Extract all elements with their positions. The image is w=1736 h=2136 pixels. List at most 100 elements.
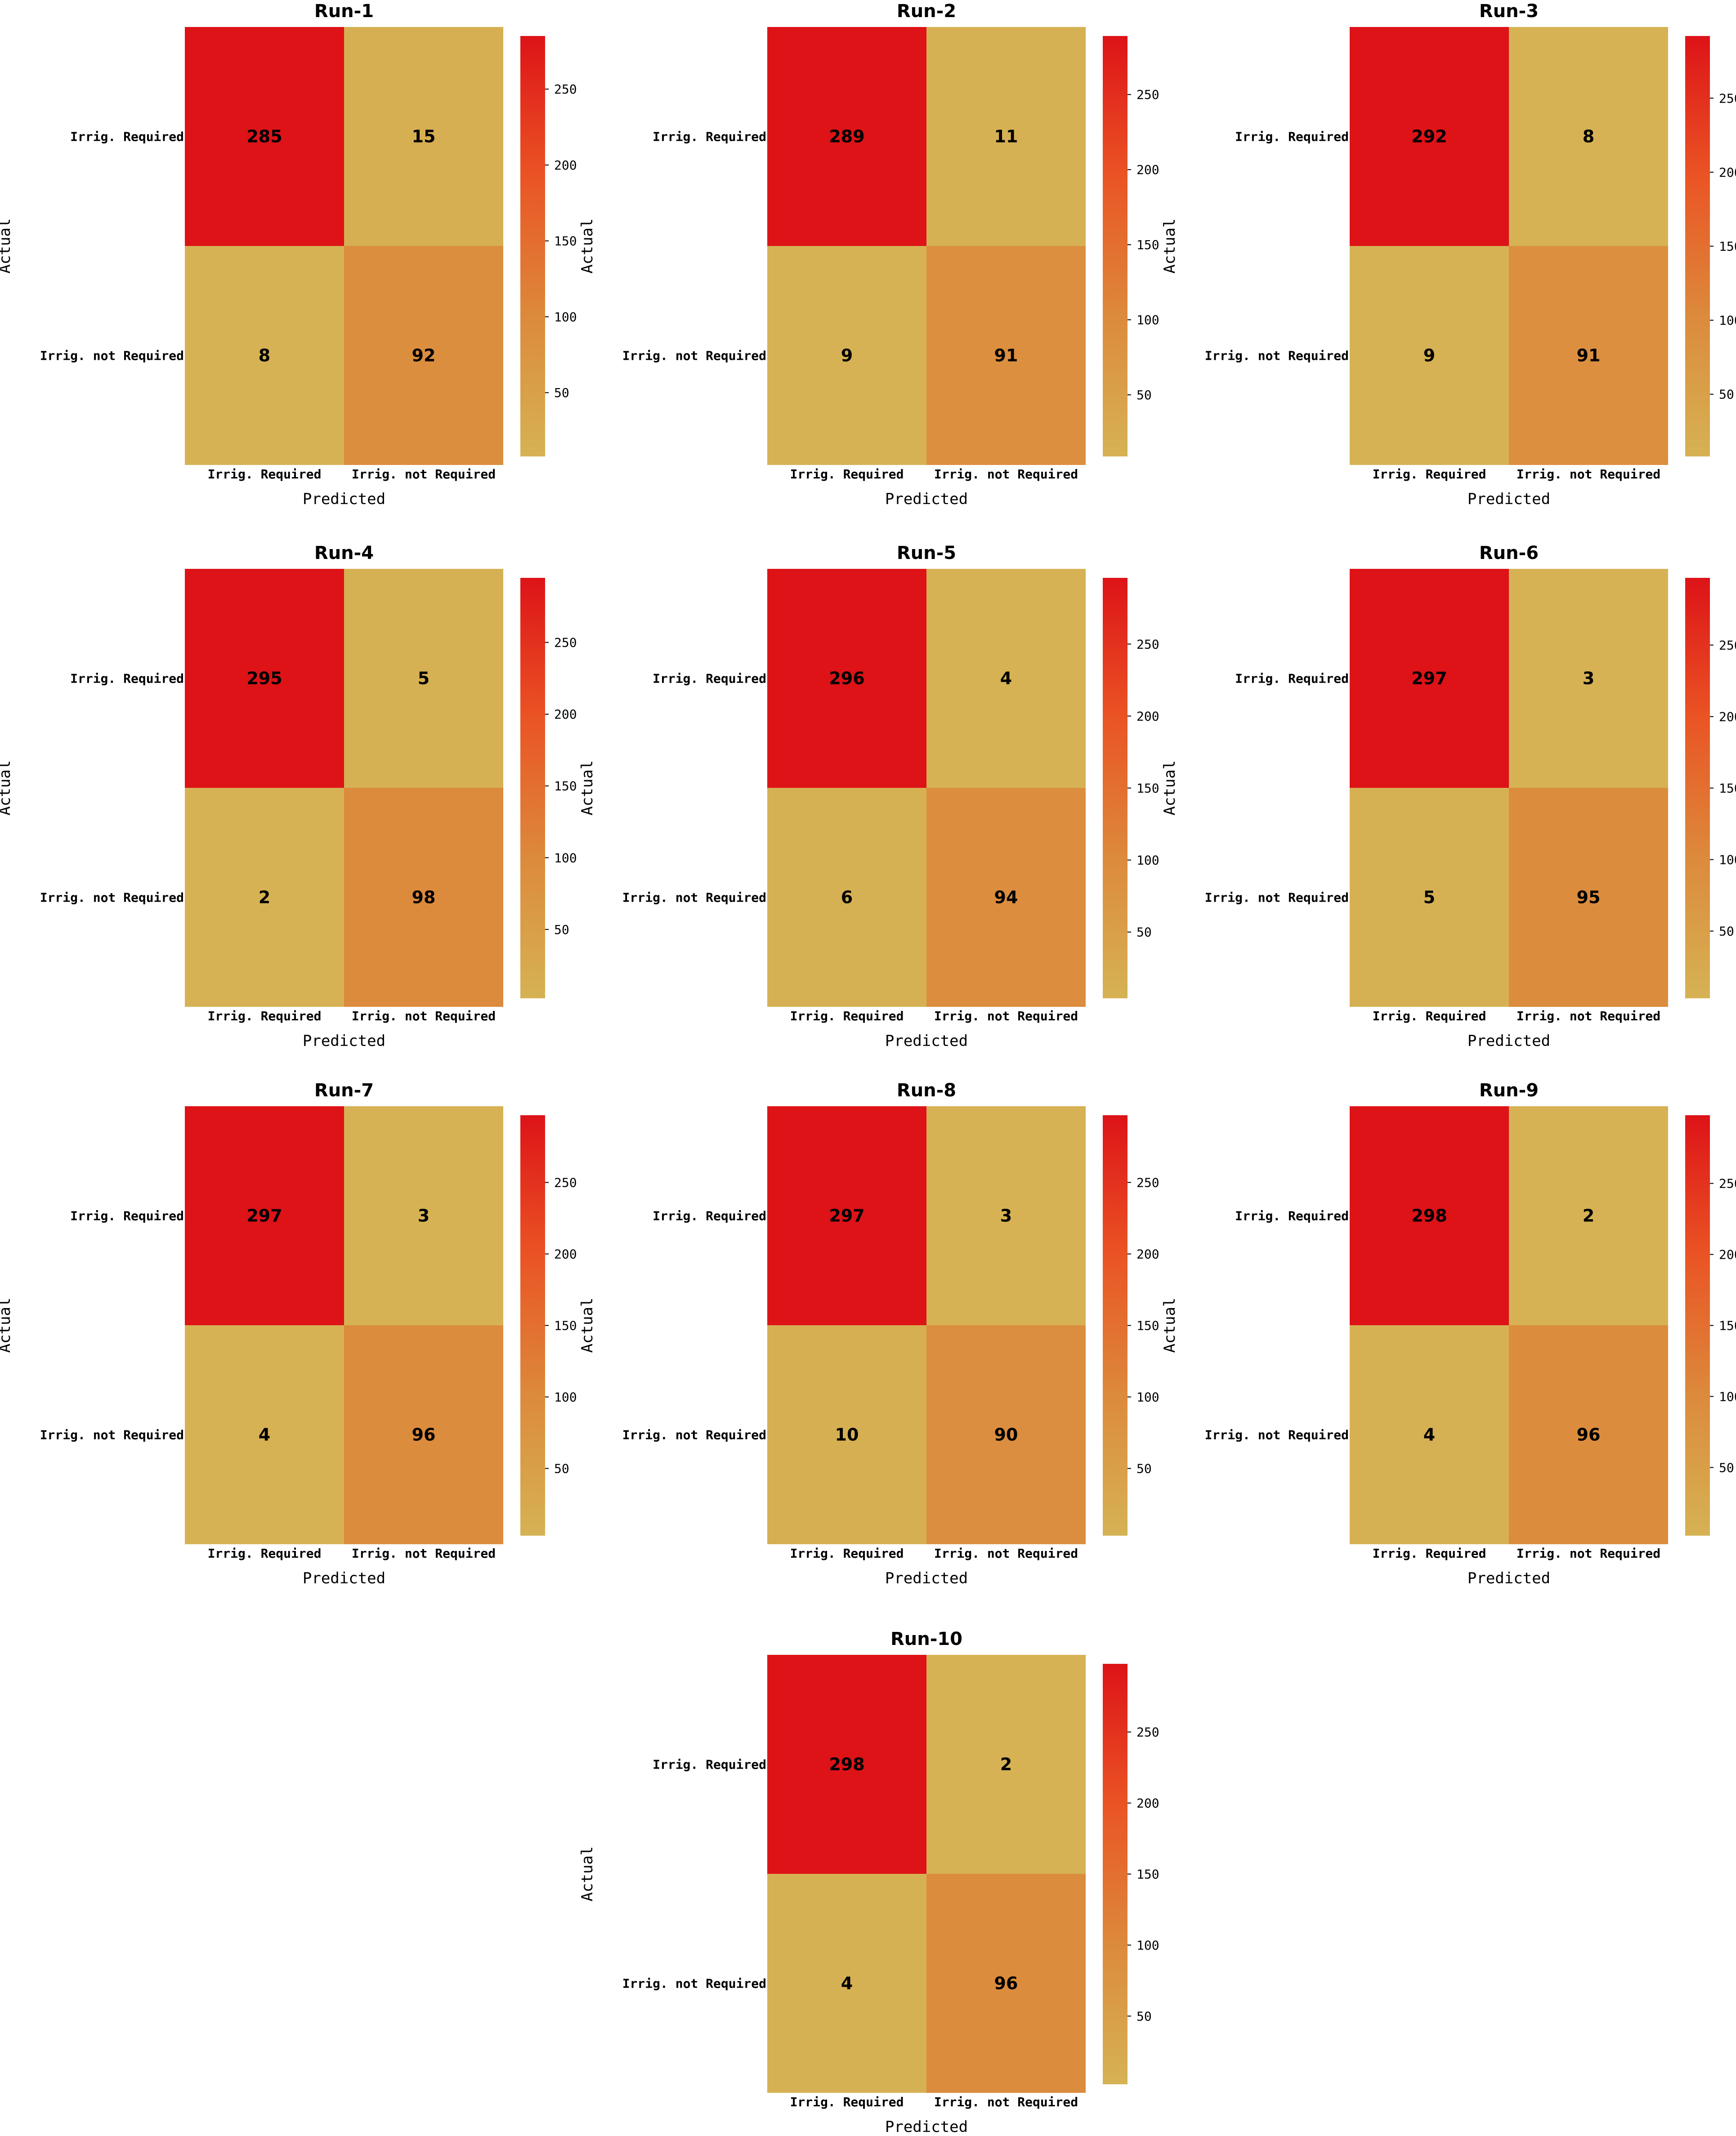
y-axis-label: Actual: [578, 1846, 596, 1902]
heatmap-cell: [767, 27, 926, 246]
cell-value-label: 4: [1000, 669, 1012, 688]
colorbar-tick-label: 50: [554, 922, 569, 937]
colorbar-tick-label: 150: [554, 234, 577, 249]
confusion-matrix-run-1: Run-1 285 15 8 92 Irrig. Required Irrig. not R…: [0, 1, 577, 508]
heatmap-cell: [1350, 1106, 1509, 1325]
row-tick-label: Irrig. not Required: [622, 349, 766, 363]
colorbar-tick-label: 100: [554, 1390, 577, 1405]
y-axis-label: Actual: [0, 219, 14, 274]
heatmap-cell: [1509, 788, 1668, 1007]
confusion-matrix-run-7: Run-7 297 3 4 96 Irrig. Required Irrig. not Re…: [0, 1080, 577, 1587]
cell-value-label: 9: [841, 346, 853, 366]
heatmap-cell: [926, 788, 1086, 1007]
colorbar-tick-label: 250: [1136, 87, 1159, 102]
heatmap-cell: [1350, 1325, 1509, 1544]
cell-value-label: 96: [994, 1974, 1018, 1993]
heatmap-cell: [1509, 569, 1668, 788]
row-tick-label: Irrig. not Required: [40, 1428, 184, 1443]
colorbar-tick-label: 50: [1136, 388, 1152, 402]
cell-value-label: 6: [841, 888, 853, 907]
colorbar-tick-label: 250: [1136, 637, 1159, 652]
cell-value-label: 298: [829, 1755, 864, 1774]
heatmap-cell: [185, 246, 344, 465]
colorbar-tick-label: 250: [554, 82, 577, 97]
heatmap-cell: [1350, 569, 1509, 788]
colorbar-tick-label: 200: [554, 707, 577, 722]
heatmap-cell: [926, 1106, 1086, 1325]
colorbar-tick-label: 50: [1719, 387, 1734, 402]
colorbar: [1685, 578, 1710, 998]
heatmap-cell: [344, 788, 503, 1007]
cell-value-label: 292: [1411, 127, 1447, 147]
colorbar-tick-label: 100: [1136, 1938, 1159, 1953]
col-tick-label: Irrig. Required: [790, 2095, 904, 2109]
heatmap-cell: [926, 1874, 1086, 2093]
colorbar: [1685, 1115, 1710, 1536]
chart-title: Run-1: [314, 1, 374, 22]
col-tick-label: Irrig. Required: [1373, 1546, 1486, 1561]
heatmap-cell: [767, 1655, 926, 1874]
col-tick-label: Irrig. Required: [208, 1009, 322, 1023]
cell-value-label: 90: [994, 1425, 1018, 1445]
cell-value-label: 91: [994, 346, 1018, 366]
heatmap-cell: [185, 1325, 344, 1544]
heatmap-cell: [926, 1655, 1086, 1874]
x-axis-label: Predicted: [303, 1032, 385, 1050]
colorbar-tick-label: 250: [1719, 91, 1736, 106]
colorbar-tick-label: 150: [1719, 781, 1736, 796]
cell-value-label: 11: [994, 127, 1018, 147]
confusion-matrix-run-2: Run-2 289 11 9 91 Irrig. Required Irrig. not R…: [578, 1, 1159, 508]
cell-value-label: 98: [412, 888, 436, 907]
colorbar: [1103, 36, 1128, 456]
cell-value-label: 296: [829, 669, 864, 688]
y-axis-label: Actual: [578, 1298, 596, 1353]
heatmap-cell: [767, 788, 926, 1007]
colorbar-tick-label: 100: [1136, 1390, 1159, 1405]
row-tick-label: Irrig. Required: [653, 671, 766, 686]
y-axis-label: Actual: [1161, 219, 1179, 274]
confusion-matrix-run-4: Run-4 295 5 2 98 Irrig. Required Irrig. not Re…: [0, 543, 577, 1050]
colorbar-tick-label: 200: [1136, 709, 1159, 724]
chart-title: Run-9: [1479, 1080, 1539, 1101]
row-tick-label: Irrig. Required: [70, 671, 184, 686]
heatmap-cell: [344, 569, 503, 788]
colorbar-tick-label: 100: [1136, 853, 1159, 868]
colorbar-tick-label: 150: [1136, 1867, 1159, 1882]
row-tick-label: Irrig. not Required: [1205, 890, 1349, 905]
cell-value-label: 297: [246, 1206, 282, 1226]
col-tick-label: Irrig. not Required: [934, 467, 1078, 482]
cell-value-label: 92: [412, 346, 436, 366]
col-tick-label: Irrig. not Required: [934, 1009, 1078, 1023]
colorbar-tick-label: 200: [554, 1247, 577, 1261]
colorbar-tick-label: 150: [1136, 237, 1159, 252]
col-tick-label: Irrig. not Required: [1517, 1546, 1660, 1561]
colorbar-tick-label: 100: [554, 850, 577, 865]
row-tick-label: Irrig. Required: [1235, 130, 1349, 144]
colorbar-tick-label: 200: [554, 158, 577, 173]
row-tick-label: Irrig. not Required: [622, 1976, 766, 1991]
cell-value-label: 9: [1423, 346, 1435, 366]
cell-value-label: 96: [412, 1425, 436, 1445]
y-axis-label: Actual: [578, 219, 596, 274]
y-axis-label: Actual: [0, 760, 14, 816]
y-axis-label: Actual: [1161, 1298, 1179, 1353]
heatmap-cell: [344, 1106, 503, 1325]
row-tick-label: Irrig. Required: [1235, 671, 1349, 686]
colorbar-tick-label: 100: [1719, 853, 1736, 867]
chart-title: Run-3: [1479, 1, 1539, 22]
col-tick-label: Irrig. Required: [1373, 1009, 1486, 1023]
heatmap-cell: [185, 788, 344, 1007]
row-tick-label: Irrig. Required: [653, 1209, 766, 1224]
col-tick-label: Irrig. not Required: [352, 1546, 496, 1561]
colorbar: [520, 578, 545, 998]
chart-title: Run-4: [314, 543, 374, 563]
heatmap-cell: [1350, 788, 1509, 1007]
cell-value-label: 285: [246, 127, 282, 147]
cell-value-label: 3: [1583, 669, 1594, 688]
colorbar: [520, 1115, 545, 1536]
x-axis-label: Predicted: [303, 1569, 385, 1587]
heatmap-cell: [926, 27, 1086, 246]
col-tick-label: Irrig. Required: [1373, 467, 1486, 482]
row-tick-label: Irrig. not Required: [40, 890, 184, 905]
row-tick-label: Irrig. not Required: [40, 349, 184, 363]
